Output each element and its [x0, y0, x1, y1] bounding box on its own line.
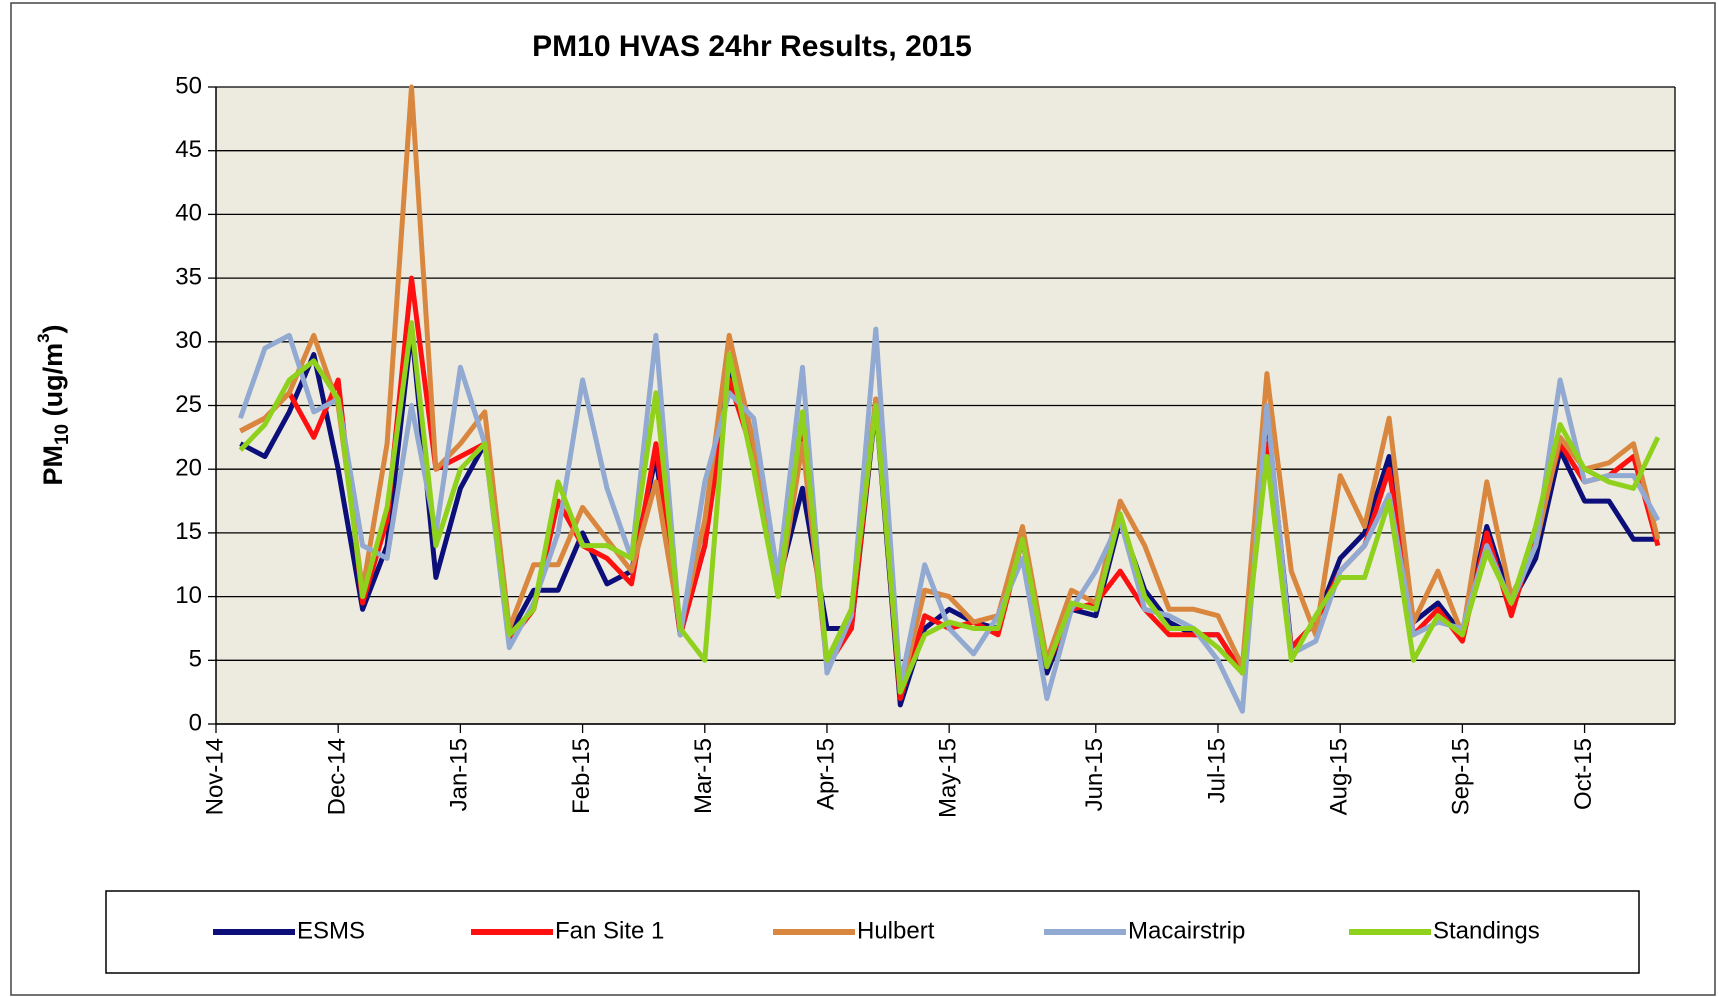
y-tick-label: 50: [175, 72, 202, 99]
y-tick-label: 35: [175, 263, 202, 290]
x-tick-label: May-15: [935, 738, 962, 818]
y-tick-label: 45: [175, 136, 202, 163]
y-tick-label: 10: [175, 582, 202, 609]
x-tick-label: Jan-15: [446, 738, 473, 811]
x-tick-label: Aug-15: [1326, 738, 1353, 815]
x-tick-label: Jun-15: [1081, 738, 1108, 811]
x-tick-label: Jul-15: [1203, 738, 1230, 803]
series-line: [238, 320, 1661, 695]
y-axis-label: PM10 (ug/m3): [34, 324, 73, 485]
legend-label: Hulbert: [857, 917, 935, 944]
x-tick-label: Oct-15: [1570, 738, 1597, 810]
y-label-part: PM: [38, 445, 68, 486]
chart-title: PM10 HVAS 24hr Results, 2015: [532, 30, 972, 63]
x-tick-label: Sep-15: [1448, 738, 1475, 815]
legend-label: Standings: [1433, 917, 1540, 944]
x-tick-label: Dec-14: [324, 738, 351, 815]
y-label-part: (ug/m: [38, 343, 68, 424]
y-tick-label: 20: [175, 455, 202, 482]
y-tick-label: 15: [175, 518, 202, 545]
y-tick-label: 0: [189, 709, 202, 736]
x-tick-label: Feb-15: [568, 738, 595, 814]
y-tick-label: 25: [175, 391, 202, 418]
x-tick-label: Mar-15: [690, 738, 717, 814]
y-tick-label: 30: [175, 327, 202, 354]
y-label-sup: 3: [34, 333, 53, 342]
series-line: [239, 326, 1658, 708]
y-label-part: ): [38, 324, 68, 333]
y-label-sub: 10: [52, 424, 73, 445]
y-tick-label: 40: [175, 200, 202, 227]
y-tick-label: 5: [189, 646, 202, 673]
legend-label: Macairstrip: [1128, 917, 1245, 944]
x-tick-label: Apr-15: [812, 738, 839, 810]
legend-label: ESMS: [297, 917, 365, 944]
legend-label: Fan Site 1: [555, 917, 664, 944]
x-tick-label: Nov-14: [201, 738, 228, 815]
series-line: [238, 326, 1661, 714]
